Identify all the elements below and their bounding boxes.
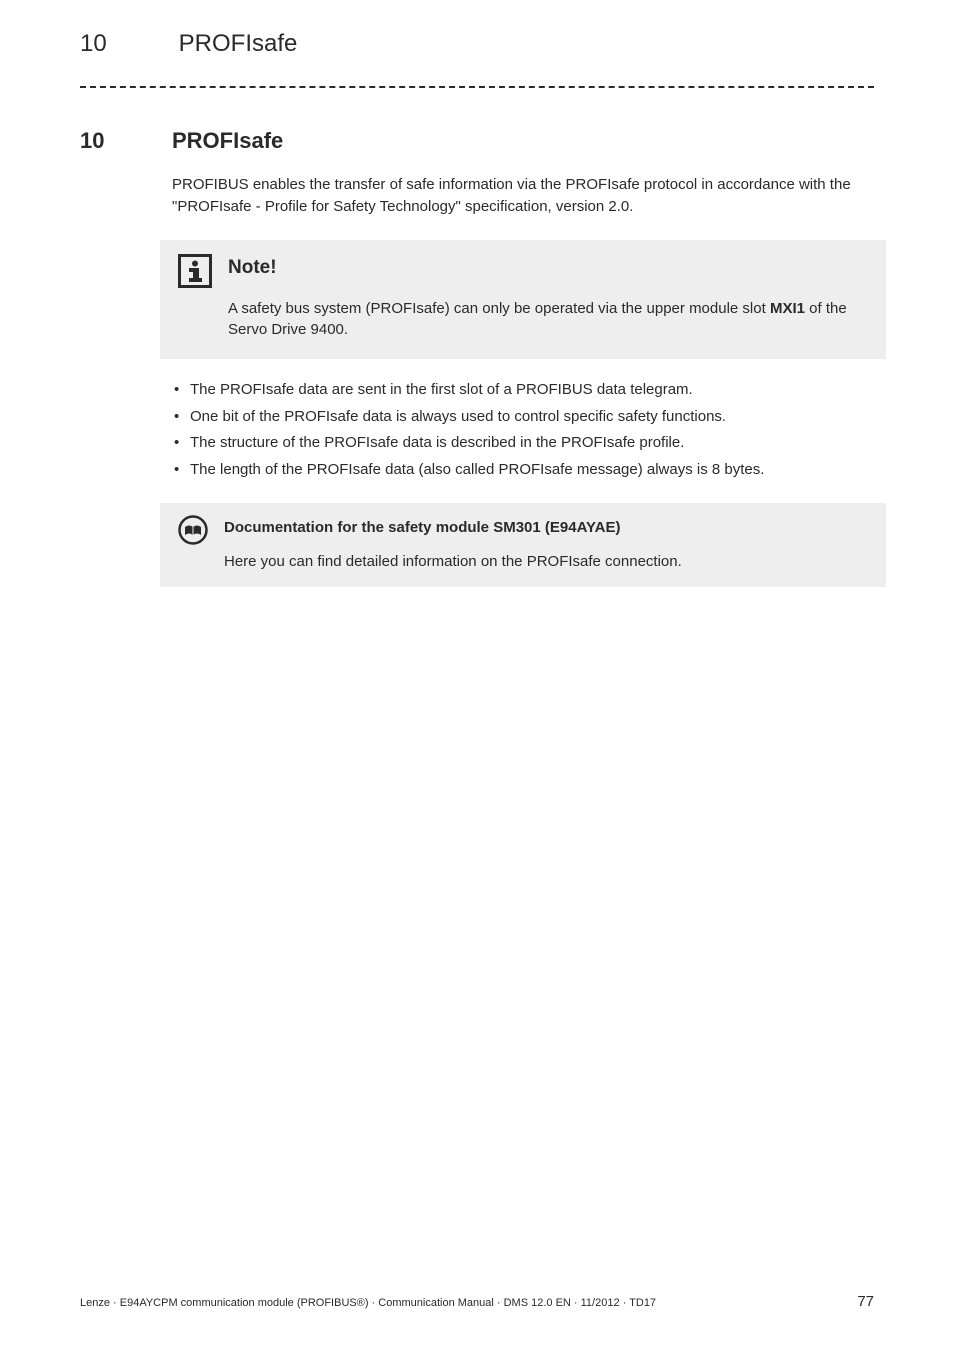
footer-text: Lenze · E94AYCPM communication module (P… [80, 1297, 656, 1309]
list-item: One bit of the PROFIsafe data is always … [172, 406, 874, 429]
bullet-list: The PROFIsafe data are sent in the first… [172, 379, 874, 481]
note-body-bold: MXI1 [770, 300, 805, 317]
section-heading: 10 PROFIsafe [80, 128, 874, 154]
documentation-callout: Documentation for the safety module SM30… [160, 503, 886, 587]
list-item: The structure of the PROFIsafe data is d… [172, 432, 874, 455]
documentation-title: Documentation for the safety module SM30… [224, 515, 621, 536]
info-icon [178, 254, 212, 288]
list-item: The PROFIsafe data are sent in the first… [172, 379, 874, 402]
list-item: The length of the PROFIsafe data (also c… [172, 459, 874, 482]
page-footer: Lenze · E94AYCPM communication module (P… [80, 1293, 874, 1310]
note-callout: Note! A safety bus system (PROFIsafe) ca… [160, 240, 886, 360]
page-number: 77 [857, 1293, 874, 1310]
running-header: 10 PROFIsafe [80, 30, 874, 58]
book-icon [178, 515, 208, 545]
section-number: 10 [80, 128, 172, 154]
documentation-body: Here you can find detailed information o… [224, 551, 868, 573]
separator-rule [80, 86, 874, 88]
running-header-title: PROFIsafe [179, 30, 298, 57]
note-title: Note! [228, 254, 277, 279]
section-title: PROFIsafe [172, 128, 283, 154]
note-body: A safety bus system (PROFIsafe) can only… [228, 298, 868, 342]
note-body-prefix: A safety bus system (PROFIsafe) can only… [228, 300, 770, 317]
running-header-number: 10 [80, 30, 172, 58]
intro-paragraph: PROFIBUS enables the transfer of safe in… [172, 174, 874, 218]
